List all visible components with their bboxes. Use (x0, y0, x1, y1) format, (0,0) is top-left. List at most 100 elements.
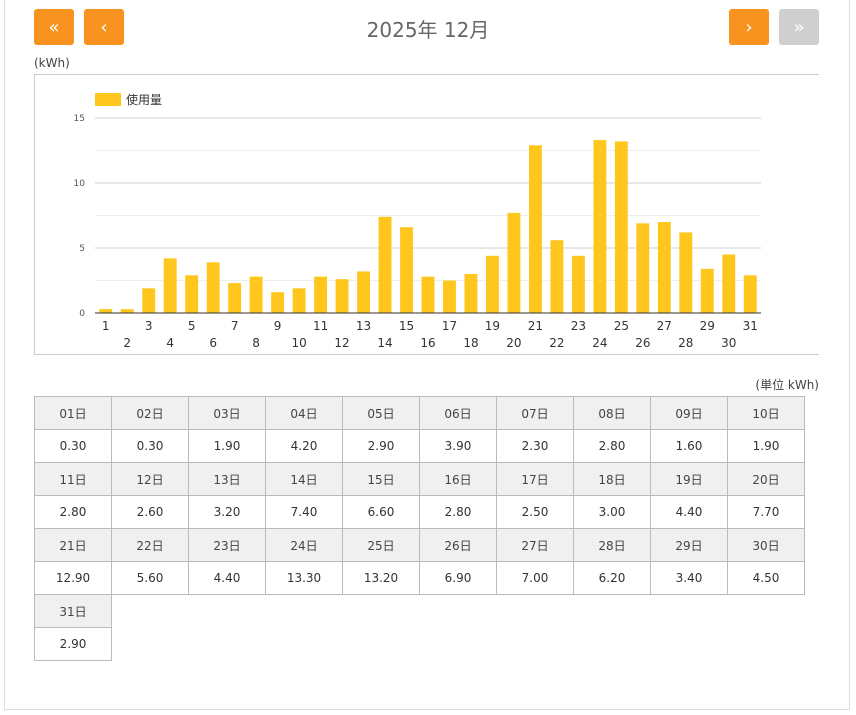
bar (700, 268, 714, 313)
day-header-row: 31日 (34, 594, 805, 628)
day-value-cell: 13.30 (265, 561, 343, 595)
x-tick-label: 29 (700, 319, 715, 333)
y-tick-label: 15 (74, 114, 85, 124)
day-value-cell: 0.30 (34, 429, 112, 463)
day-label-cell: 20日 (727, 462, 805, 496)
day-value-cell: 2.90 (342, 429, 420, 463)
day-value-cell: 4.40 (650, 495, 728, 529)
x-tick-label: 18 (463, 336, 478, 350)
day-value-cell: 7.70 (727, 495, 805, 529)
legend-label: 使用量 (126, 92, 162, 107)
day-label-cell: 11日 (34, 462, 112, 496)
bar (657, 222, 671, 313)
x-tick-label: 25 (614, 319, 629, 333)
chart-unit-label: (kWh) (34, 56, 70, 70)
daily-usage-table: 01日 02日 03日 04日 05日 06日 07日 08日 09日 10日 0.30 0.30 1.… (34, 396, 805, 661)
x-tick-label: 10 (291, 336, 306, 350)
day-label-cell: 24日 (265, 528, 343, 562)
bar (400, 227, 413, 313)
x-tick-label: 14 (377, 336, 392, 350)
x-tick-label: 3 (145, 319, 153, 333)
day-label-cell: 21日 (34, 528, 112, 562)
y-tick-label: 0 (79, 309, 85, 319)
day-label-cell: 16日 (419, 462, 497, 496)
day-value-cell: 5.60 (111, 561, 189, 595)
day-label-cell: 25日 (342, 528, 420, 562)
x-tick-label: 22 (549, 336, 564, 350)
bar (99, 309, 113, 313)
x-tick-label: 1 (102, 319, 110, 333)
x-tick-label: 20 (506, 336, 521, 350)
bar (593, 140, 607, 313)
day-value-cell: 4.50 (727, 561, 805, 595)
table-unit-label: (単位 kWh) (755, 378, 819, 392)
first-page-button[interactable]: « (34, 9, 74, 45)
bar (528, 145, 542, 313)
x-tick-label: 16 (420, 336, 435, 350)
day-label-cell: 15日 (342, 462, 420, 496)
bar (550, 240, 564, 313)
bar (185, 275, 199, 313)
day-value-cell: 2.80 (573, 429, 651, 463)
day-value-cell: 1.90 (727, 429, 805, 463)
bar (507, 212, 521, 313)
day-value-cell: 2.80 (419, 495, 497, 529)
day-value-row: 12.90 5.60 4.40 13.30 13.20 6.90 7.00 6.20 3.40 4… (34, 561, 805, 595)
bar (679, 232, 693, 313)
x-tick-label: 19 (485, 319, 500, 333)
legend-swatch (95, 93, 121, 106)
x-tick-label: 13 (356, 319, 371, 333)
day-label-cell: 03日 (188, 396, 266, 430)
bar (571, 255, 585, 313)
day-label-cell: 26日 (419, 528, 497, 562)
x-tick-label: 24 (592, 336, 607, 350)
bar (614, 141, 628, 313)
x-tick-label: 12 (334, 336, 349, 350)
day-label-cell: 12日 (111, 462, 189, 496)
last-page-button: » (779, 9, 819, 45)
bar (378, 216, 392, 313)
day-label-cell: 17日 (496, 462, 574, 496)
bar (163, 258, 177, 313)
bar (228, 283, 242, 313)
prev-month-button[interactable]: ‹ (84, 9, 124, 45)
day-value-cell: 3.00 (573, 495, 651, 529)
day-label-cell: 31日 (34, 594, 112, 628)
day-value-cell: 7.00 (496, 561, 574, 595)
x-tick-label: 9 (274, 319, 282, 333)
bar (722, 254, 736, 313)
day-label-cell: 22日 (111, 528, 189, 562)
day-value-cell: 3.40 (650, 561, 728, 595)
day-value-cell: 13.20 (342, 561, 420, 595)
day-value-cell: 2.90 (34, 627, 112, 661)
day-header-row: 11日 12日 13日 14日 15日 16日 17日 18日 19日 20日 (34, 462, 805, 496)
x-tick-label: 31 (743, 319, 758, 333)
bar (743, 275, 757, 313)
x-tick-label: 26 (635, 336, 650, 350)
bar (314, 276, 328, 313)
bar (486, 255, 499, 313)
day-value-cell: 7.40 (265, 495, 343, 529)
x-tick-label: 28 (678, 336, 693, 350)
day-value-cell: 6.60 (342, 495, 420, 529)
day-label-cell: 07日 (496, 396, 574, 430)
day-value-cell: 1.60 (650, 429, 728, 463)
x-tick-label: 8 (252, 336, 260, 350)
month-title: 2025年 12月 (366, 18, 490, 42)
bar (142, 288, 156, 313)
x-tick-label: 6 (209, 336, 217, 350)
day-value-cell: 3.20 (188, 495, 266, 529)
x-tick-label: 21 (528, 319, 543, 333)
y-tick-label: 5 (79, 244, 85, 254)
day-value-cell: 2.80 (34, 495, 112, 529)
bar (206, 262, 220, 313)
day-label-cell: 27日 (496, 528, 574, 562)
x-tick-label: 4 (166, 336, 174, 350)
bar (120, 309, 134, 313)
day-label-cell: 01日 (34, 396, 112, 430)
day-label-cell: 29日 (650, 528, 728, 562)
next-month-button[interactable]: › (729, 9, 769, 45)
bar (335, 279, 349, 313)
day-label-cell: 28日 (573, 528, 651, 562)
x-tick-label: 17 (442, 319, 457, 333)
